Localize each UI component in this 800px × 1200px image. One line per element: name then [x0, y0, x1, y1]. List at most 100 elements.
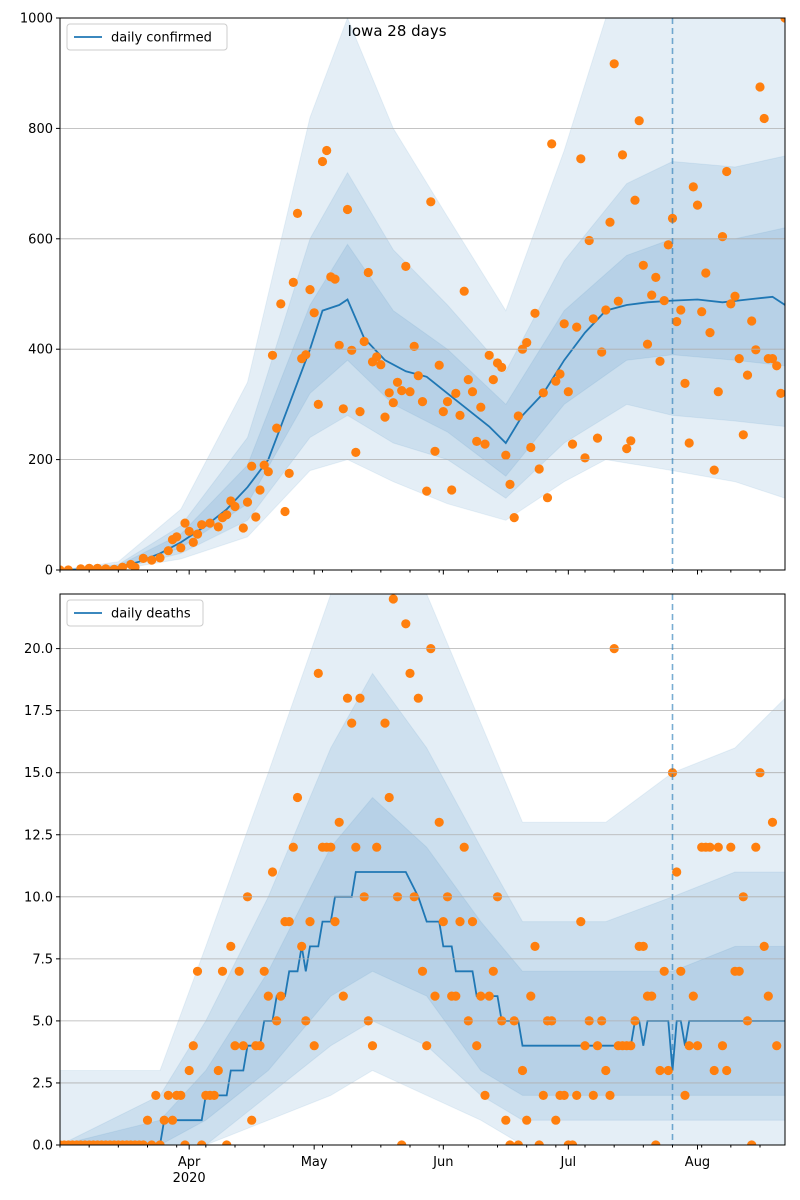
- observed-point: [472, 1041, 482, 1051]
- observed-point: [709, 1065, 719, 1076]
- y-tick-label: 10.0: [24, 890, 53, 905]
- observed-point: [767, 817, 778, 827]
- observed-point: [247, 1115, 257, 1125]
- observed-point: [384, 792, 394, 803]
- observed-point: [609, 59, 619, 69]
- observed-point: [538, 388, 548, 398]
- observed-point: [709, 465, 719, 475]
- observed-point: [192, 529, 203, 539]
- observed-point: [347, 718, 357, 728]
- observed-point: [334, 817, 344, 827]
- x-tick-label: Aug: [685, 1155, 710, 1170]
- observed-point: [601, 305, 611, 315]
- observed-point: [63, 565, 73, 570]
- observed-point: [213, 1065, 223, 1076]
- x-tick-label: Apr: [178, 1155, 201, 1170]
- y-tick-label: 15.0: [24, 766, 53, 781]
- observed-point: [742, 370, 753, 380]
- observed-point: [605, 217, 615, 227]
- observed-point: [301, 350, 311, 360]
- observed-point: [401, 261, 411, 271]
- observed-point: [242, 497, 253, 507]
- observed-point: [522, 338, 532, 348]
- observed-point: [292, 208, 303, 218]
- observed-point: [713, 387, 723, 397]
- observed-point: [738, 430, 748, 440]
- observed-point: [284, 468, 294, 478]
- observed-point: [638, 260, 648, 270]
- observed-point: [60, 565, 65, 570]
- observed-point: [555, 369, 565, 379]
- observed-point: [305, 285, 315, 295]
- observed-point: [626, 1041, 636, 1051]
- observed-point: [180, 1140, 190, 1145]
- observed-point: [180, 518, 190, 528]
- observed-point: [167, 1115, 178, 1125]
- observed-point: [505, 1140, 515, 1145]
- observed-point: [467, 917, 478, 927]
- band-outer-band: [60, 18, 785, 570]
- observed-point: [538, 1090, 548, 1100]
- observed-point: [451, 991, 461, 1001]
- observed-point: [463, 375, 473, 385]
- observed-point: [342, 204, 353, 215]
- observed-point: [376, 360, 386, 370]
- observed-point: [484, 350, 494, 360]
- observed-point: [659, 966, 669, 976]
- observed-point: [692, 200, 703, 210]
- observed-point: [672, 867, 682, 877]
- observed-point: [484, 991, 494, 1001]
- observed-point: [601, 1065, 611, 1076]
- observed-point: [138, 1140, 148, 1145]
- plot-area: [60, 594, 785, 1145]
- observed-point: [330, 917, 340, 927]
- median-line: [60, 871, 785, 1145]
- y-tick-label: 2.5: [32, 1076, 53, 1091]
- observed-point: [255, 485, 265, 495]
- observed-point: [238, 1041, 248, 1051]
- observed-point: [309, 308, 319, 318]
- observed-point: [572, 322, 582, 332]
- observed-point: [347, 345, 357, 355]
- observed-point: [388, 594, 398, 604]
- legend: daily confirmed: [66, 23, 228, 51]
- y-tick-label: 800: [28, 122, 53, 137]
- observed-point: [576, 917, 586, 927]
- axes-frame: [59, 17, 786, 571]
- observed-point: [551, 1115, 561, 1125]
- observed-point: [488, 375, 498, 385]
- observed-point: [451, 388, 461, 398]
- observed-point: [276, 991, 286, 1001]
- y-tick-label: 5.0: [32, 1014, 53, 1029]
- chart-title: Iowa 28 days: [347, 22, 446, 40]
- legend-box: [66, 23, 228, 51]
- observed-point: [567, 439, 578, 449]
- observed-point: [642, 339, 653, 349]
- observed-point: [197, 520, 207, 530]
- observed-point: [84, 563, 94, 570]
- observed-point: [684, 1041, 694, 1051]
- observed-point: [434, 817, 444, 827]
- observed-point: [267, 350, 278, 360]
- observed-point: [430, 446, 440, 456]
- observed-point: [313, 399, 323, 409]
- observed-point: [263, 991, 273, 1001]
- observed-point: [626, 436, 636, 446]
- observed-point: [513, 1140, 523, 1145]
- observed-point: [488, 966, 498, 976]
- x-tick-label: Jul: [559, 1155, 576, 1170]
- observed-point: [292, 792, 303, 803]
- plot-area: [60, 18, 785, 570]
- observed-point: [588, 1090, 598, 1100]
- axes-frame: [59, 593, 786, 1146]
- observed-point: [747, 316, 757, 326]
- observed-point: [522, 1115, 532, 1125]
- observed-point: [688, 182, 698, 192]
- observed-point: [76, 564, 86, 570]
- observed-point: [442, 397, 453, 407]
- observed-point: [684, 438, 694, 448]
- observed-point: [588, 314, 598, 324]
- observed-point: [526, 442, 536, 453]
- observed-point: [638, 941, 648, 952]
- y-tick-label: 200: [28, 453, 53, 468]
